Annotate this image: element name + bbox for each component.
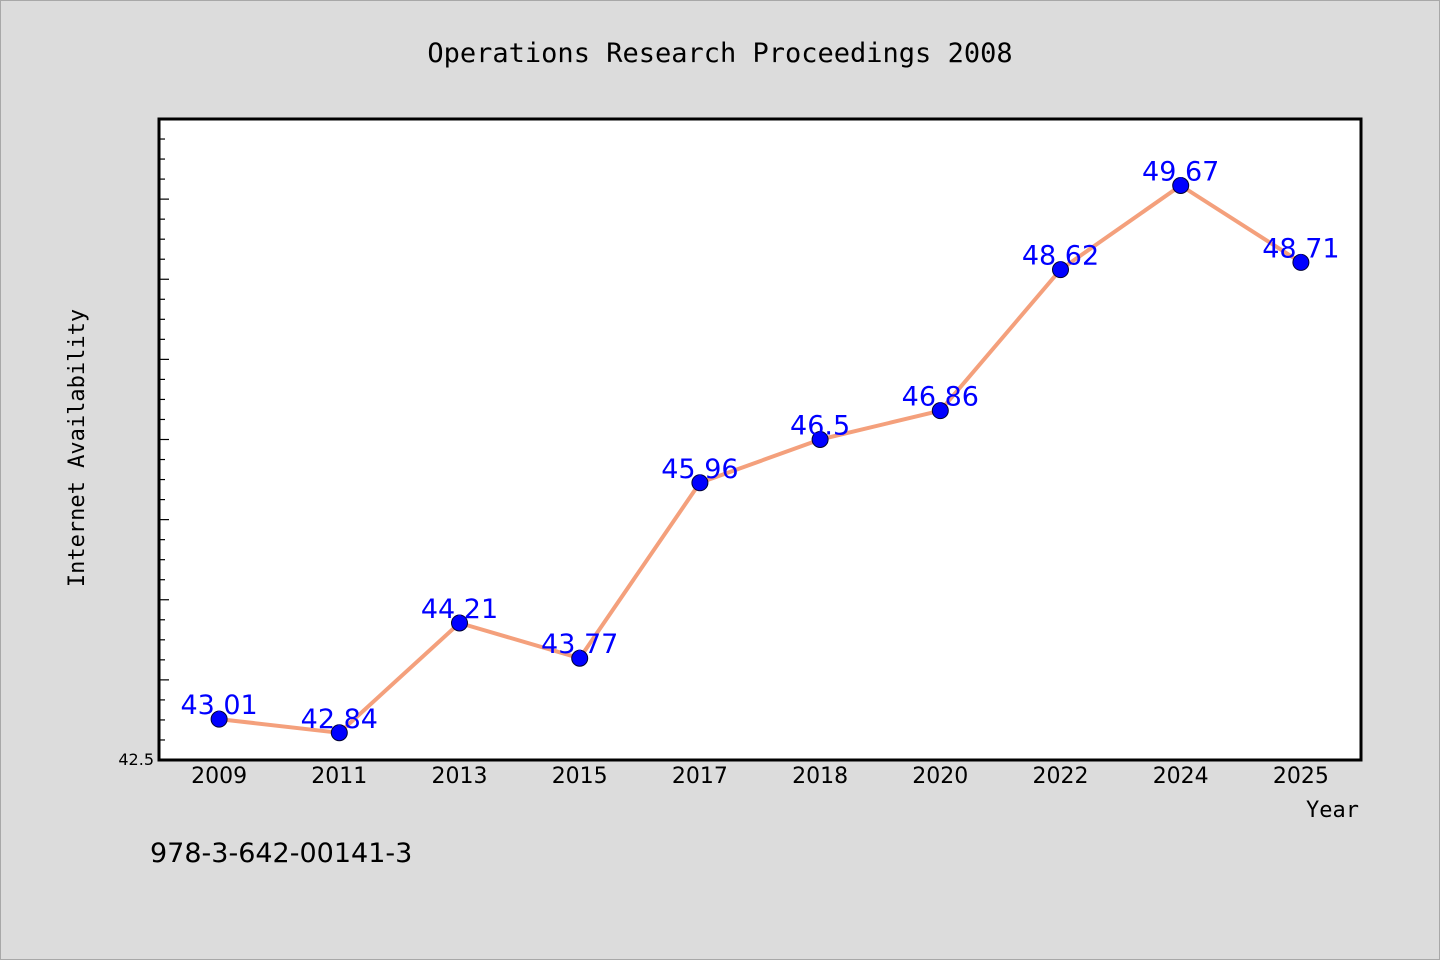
data-label: 43.77 bbox=[541, 629, 618, 660]
x-tick-label: 2015 bbox=[552, 764, 608, 789]
x-tick-label: 2013 bbox=[432, 764, 488, 789]
data-label: 46.5 bbox=[790, 411, 850, 442]
y-axis-ticks: 42.5 bbox=[118, 118, 169, 769]
x-axis-ticks: 2009 2011 2013 2015 2017 2018 2020 2022 2024 2025 bbox=[191, 764, 1329, 789]
data-label: 48.62 bbox=[1022, 241, 1099, 272]
data-label: 44.21 bbox=[421, 594, 498, 625]
data-point bbox=[1292, 253, 1310, 271]
data-point bbox=[931, 402, 949, 420]
data-label: 49.67 bbox=[1142, 157, 1219, 188]
x-tick-label: 2025 bbox=[1273, 764, 1329, 789]
data-point bbox=[571, 649, 589, 667]
x-tick-label: 2018 bbox=[792, 764, 848, 789]
data-markers bbox=[210, 177, 1310, 742]
x-tick-label: 2022 bbox=[1033, 764, 1089, 789]
y-tick-label: 42.5 bbox=[118, 750, 154, 769]
data-point bbox=[451, 614, 468, 632]
data-point bbox=[330, 724, 348, 742]
x-tick-label: 2017 bbox=[672, 764, 728, 789]
data-point bbox=[691, 474, 709, 492]
x-tick-label: 2009 bbox=[191, 764, 247, 789]
data-label: 48.71 bbox=[1262, 233, 1339, 264]
y-axis-title: Internet Availability bbox=[65, 309, 90, 587]
x-tick-label: 2024 bbox=[1153, 764, 1209, 789]
data-point bbox=[811, 431, 829, 448]
data-point bbox=[1172, 177, 1190, 195]
plot-area bbox=[157, 117, 1363, 762]
chart-title: Operations Research Proceedings 2008 bbox=[427, 38, 1012, 69]
x-tick-label: 2020 bbox=[912, 764, 968, 789]
data-labels: 43.01 42.84 44.21 43.77 45.96 46.5 46.86 48.62 4… bbox=[180, 157, 1339, 735]
data-label: 46.86 bbox=[902, 382, 979, 413]
data-point bbox=[1052, 261, 1069, 279]
data-label: 42.84 bbox=[301, 704, 378, 735]
data-label: 43.01 bbox=[180, 690, 257, 721]
footer-isbn: 978-3-642-00141-3 bbox=[150, 838, 412, 869]
data-point bbox=[210, 710, 228, 728]
series-line bbox=[218, 183, 1302, 735]
x-tick-label: 2011 bbox=[311, 764, 367, 789]
x-axis-title: Year bbox=[1306, 798, 1359, 823]
data-label: 45.96 bbox=[661, 454, 738, 485]
